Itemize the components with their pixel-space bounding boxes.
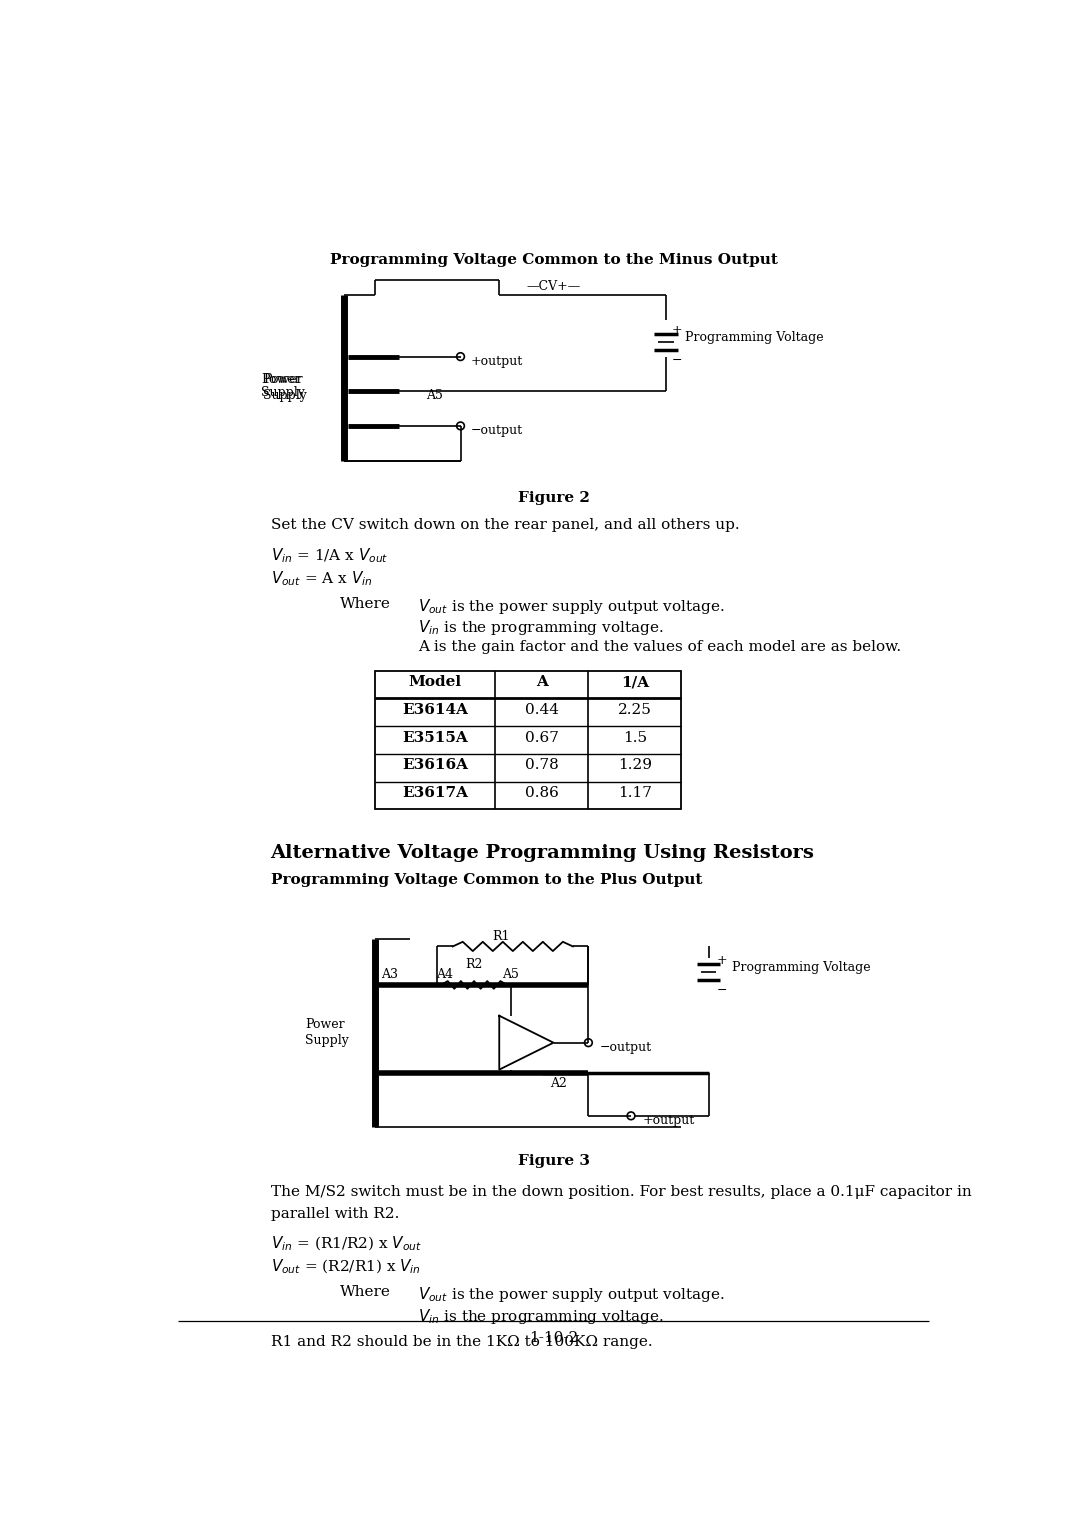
Text: $V_{in}$ = 1/A x $V_{out}$: $V_{in}$ = 1/A x $V_{out}$ bbox=[271, 545, 388, 565]
Text: 0.78: 0.78 bbox=[525, 758, 558, 773]
Text: −: − bbox=[716, 984, 727, 998]
Text: A5: A5 bbox=[502, 969, 519, 981]
Text: 0.86: 0.86 bbox=[525, 787, 558, 801]
Text: E3616A: E3616A bbox=[402, 758, 468, 773]
Text: Set the CV switch down on the rear panel, and all others up.: Set the CV switch down on the rear panel… bbox=[271, 518, 739, 532]
Text: A4: A4 bbox=[436, 969, 454, 981]
Text: Figure 3: Figure 3 bbox=[517, 1154, 590, 1169]
Text: 0.67: 0.67 bbox=[525, 730, 558, 744]
Text: R1: R1 bbox=[492, 929, 510, 943]
Text: $V_{out}$ is the power supply output voltage.: $V_{out}$ is the power supply output vol… bbox=[418, 597, 725, 616]
Text: +: + bbox=[716, 953, 727, 967]
Text: $V_{in}$ is the programming voltage.: $V_{in}$ is the programming voltage. bbox=[418, 1306, 663, 1326]
Text: +output: +output bbox=[643, 1114, 694, 1128]
Text: −output: −output bbox=[471, 425, 523, 437]
Text: Alternative Voltage Programming Using Resistors: Alternative Voltage Programming Using Re… bbox=[271, 843, 814, 862]
Text: parallel with R2.: parallel with R2. bbox=[271, 1207, 399, 1221]
Text: A5: A5 bbox=[426, 390, 443, 402]
Text: E3614A: E3614A bbox=[402, 703, 468, 717]
Text: —CV+—: —CV+— bbox=[526, 281, 581, 293]
Text: 1.17: 1.17 bbox=[618, 787, 652, 801]
Bar bbox=[375, 671, 681, 810]
Text: Programming Voltage: Programming Voltage bbox=[732, 961, 870, 973]
Text: $V_{out}$ = (R2/R1) x $V_{in}$: $V_{out}$ = (R2/R1) x $V_{in}$ bbox=[271, 1258, 420, 1276]
Text: Programming Voltage Common to the Plus Output: Programming Voltage Common to the Plus O… bbox=[271, 874, 702, 888]
Text: Supply: Supply bbox=[262, 388, 307, 402]
Text: $V_{out}$ = A x $V_{in}$: $V_{out}$ = A x $V_{in}$ bbox=[271, 568, 373, 588]
Text: +output: +output bbox=[471, 354, 523, 368]
Text: 1/A: 1/A bbox=[621, 675, 649, 689]
Text: E3617A: E3617A bbox=[402, 787, 468, 801]
Text: Power: Power bbox=[306, 1019, 346, 1031]
Text: 1.5: 1.5 bbox=[623, 730, 647, 744]
Text: R1 and R2 should be in the 1KΩ to 100KΩ range.: R1 and R2 should be in the 1KΩ to 100KΩ … bbox=[271, 1334, 652, 1349]
Text: R2: R2 bbox=[465, 958, 483, 972]
Text: 1-10-2: 1-10-2 bbox=[529, 1331, 578, 1345]
Text: A2: A2 bbox=[550, 1077, 567, 1091]
Text: Figure 2: Figure 2 bbox=[517, 492, 590, 506]
Text: A: A bbox=[536, 675, 548, 689]
Text: A3: A3 bbox=[381, 969, 399, 981]
Text: $V_{in}$ is the programming voltage.: $V_{in}$ is the programming voltage. bbox=[418, 619, 663, 637]
Text: Programming Voltage Common to the Minus Output: Programming Voltage Common to the Minus … bbox=[329, 252, 778, 267]
Text: Where: Where bbox=[340, 597, 391, 611]
Text: Where: Where bbox=[340, 1285, 391, 1299]
Text: E3515A: E3515A bbox=[402, 730, 468, 744]
Text: A is the gain factor and the values of each model are as below.: A is the gain factor and the values of e… bbox=[418, 640, 901, 654]
Text: Supply: Supply bbox=[261, 387, 306, 399]
Text: 2.25: 2.25 bbox=[618, 703, 652, 717]
Text: The M/S2 switch must be in the down position. For best results, place a 0.1μF ca: The M/S2 switch must be in the down posi… bbox=[271, 1186, 971, 1199]
Text: Model: Model bbox=[408, 675, 461, 689]
Text: Programming Voltage: Programming Voltage bbox=[685, 332, 824, 344]
Text: −: − bbox=[672, 354, 683, 367]
Text: 1.29: 1.29 bbox=[618, 758, 652, 773]
Text: Power: Power bbox=[262, 373, 302, 387]
Text: 0.44: 0.44 bbox=[525, 703, 558, 717]
Text: Supply: Supply bbox=[306, 1034, 349, 1047]
Text: $V_{in}$ = (R1/R2) x $V_{out}$: $V_{in}$ = (R1/R2) x $V_{out}$ bbox=[271, 1235, 421, 1253]
Text: Power: Power bbox=[261, 373, 301, 387]
Text: +: + bbox=[672, 324, 683, 338]
Text: $V_{out}$ is the power supply output voltage.: $V_{out}$ is the power supply output vol… bbox=[418, 1285, 725, 1305]
Text: −output: −output bbox=[600, 1041, 652, 1054]
